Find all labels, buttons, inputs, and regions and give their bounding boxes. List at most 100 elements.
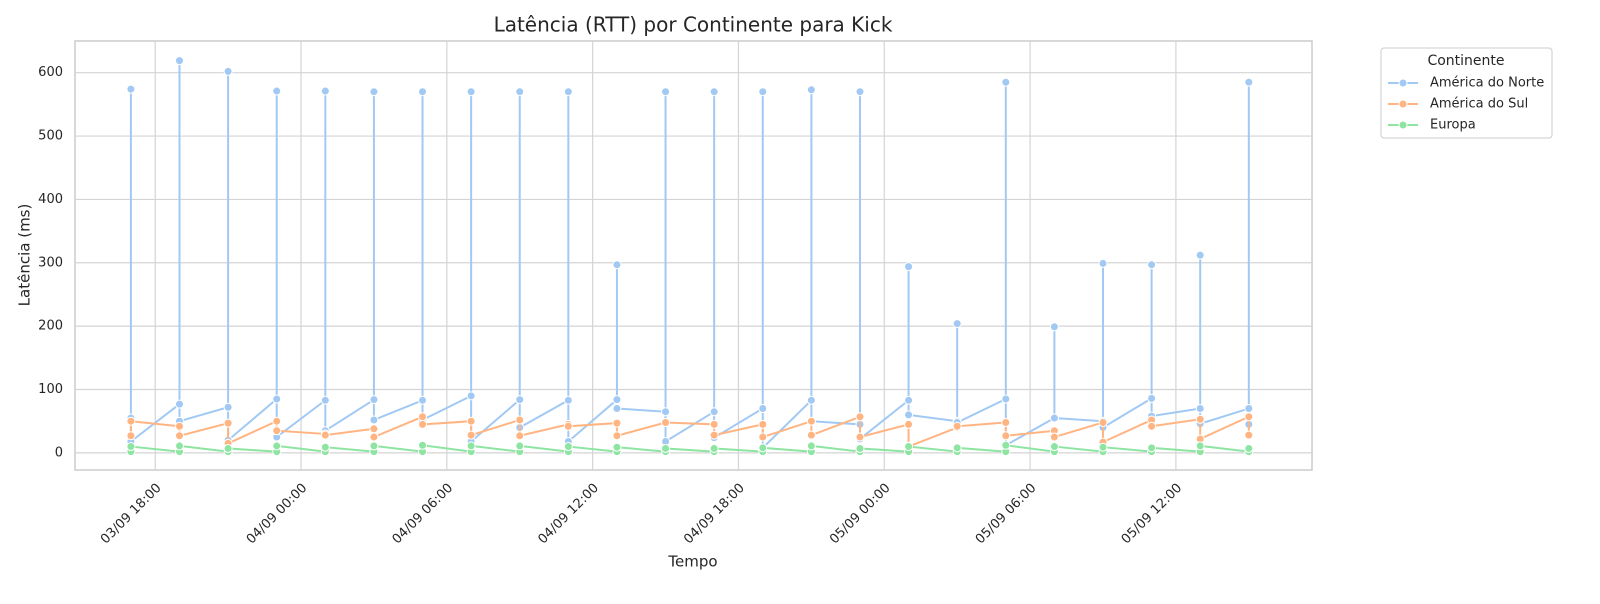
data-point	[1195, 250, 1205, 260]
x-tick-label: 05/09 12:00	[1119, 481, 1186, 548]
series-line	[129, 60, 1250, 451]
legend-label: América do Sul	[1430, 97, 1528, 112]
data-point	[272, 394, 282, 404]
data-point	[855, 443, 865, 453]
data-point	[758, 432, 768, 442]
data-point	[466, 87, 476, 97]
legend-marker	[1398, 120, 1408, 130]
data-point	[418, 440, 428, 450]
data-point	[855, 412, 865, 422]
data-point	[1147, 393, 1157, 403]
data-point	[369, 395, 379, 405]
data-point	[612, 260, 622, 270]
data-point	[126, 431, 136, 441]
series-line	[129, 444, 1250, 453]
data-point	[563, 87, 573, 97]
data-point	[1244, 77, 1254, 87]
data-point	[418, 87, 428, 97]
data-point	[1049, 442, 1059, 452]
x-tick-label: 04/09 18:00	[681, 481, 748, 548]
data-point	[320, 86, 330, 96]
data-point	[369, 424, 379, 434]
data-point	[223, 443, 233, 453]
data-point	[1098, 417, 1108, 427]
data-point	[758, 443, 768, 453]
x-tick-label: 05/09 06:00	[973, 481, 1040, 548]
data-point	[904, 442, 914, 452]
data-point	[1244, 412, 1254, 422]
data-point	[1147, 443, 1157, 453]
data-point	[175, 421, 185, 431]
data-point	[904, 395, 914, 405]
data-point	[126, 442, 136, 452]
legend-label: América do Norte	[1430, 76, 1544, 91]
data-point	[466, 430, 476, 440]
data-point	[1098, 258, 1108, 268]
data-point	[515, 415, 525, 425]
data-point	[612, 431, 622, 441]
x-tick-label: 04/09 00:00	[244, 481, 311, 548]
data-point	[272, 86, 282, 96]
y-tick-label: 200	[38, 319, 63, 334]
data-point	[661, 443, 671, 453]
data-point	[612, 395, 622, 405]
plot-area	[74, 40, 1313, 471]
data-point	[515, 431, 525, 441]
y-tick-label: 500	[38, 129, 63, 144]
data-point	[1001, 417, 1011, 427]
data-point	[175, 56, 185, 66]
data-point	[952, 443, 962, 453]
data-point	[1195, 404, 1205, 414]
data-point	[855, 432, 865, 442]
data-point	[1049, 432, 1059, 442]
data-point	[1049, 413, 1059, 423]
data-point	[612, 404, 622, 414]
data-point	[1001, 394, 1011, 404]
x-tick-label: 04/09 12:00	[535, 481, 602, 548]
data-point	[661, 417, 671, 427]
data-point	[515, 87, 525, 97]
data-point	[612, 418, 622, 428]
data-point	[709, 430, 719, 440]
data-point	[515, 395, 525, 405]
x-tick-label: 05/09 00:00	[827, 481, 894, 548]
data-point	[515, 441, 525, 451]
y-tick-label: 400	[38, 192, 63, 207]
y-tick-label: 100	[38, 382, 63, 397]
data-point	[904, 262, 914, 272]
data-point	[1244, 404, 1254, 414]
data-point	[369, 87, 379, 97]
data-point	[223, 402, 233, 412]
data-point	[661, 407, 671, 417]
data-point	[806, 395, 816, 405]
data-point	[223, 66, 233, 76]
data-point	[466, 416, 476, 426]
data-point	[1147, 421, 1157, 431]
data-point	[661, 87, 671, 97]
data-point	[1098, 442, 1108, 452]
data-point	[126, 84, 136, 94]
data-point	[709, 87, 719, 97]
legend-marker	[1398, 78, 1408, 88]
x-tick-label: 04/09 06:00	[390, 481, 457, 548]
y-tick-label: 0	[55, 445, 63, 460]
data-point	[758, 87, 768, 97]
data-point	[806, 416, 816, 426]
data-point	[758, 419, 768, 429]
data-point	[1195, 414, 1205, 424]
data-point	[418, 419, 428, 429]
legend-label: Europa	[1430, 118, 1476, 133]
legend-box	[1380, 47, 1553, 139]
data-point	[709, 419, 719, 429]
data-point	[709, 443, 719, 453]
data-point	[175, 399, 185, 409]
data-point	[466, 441, 476, 451]
data-point	[369, 432, 379, 442]
y-tick-label: 300	[38, 255, 63, 270]
data-point	[369, 441, 379, 451]
data-point	[1001, 431, 1011, 441]
data-point	[369, 415, 379, 425]
data-point	[418, 412, 428, 422]
legend-marker	[1398, 99, 1408, 109]
